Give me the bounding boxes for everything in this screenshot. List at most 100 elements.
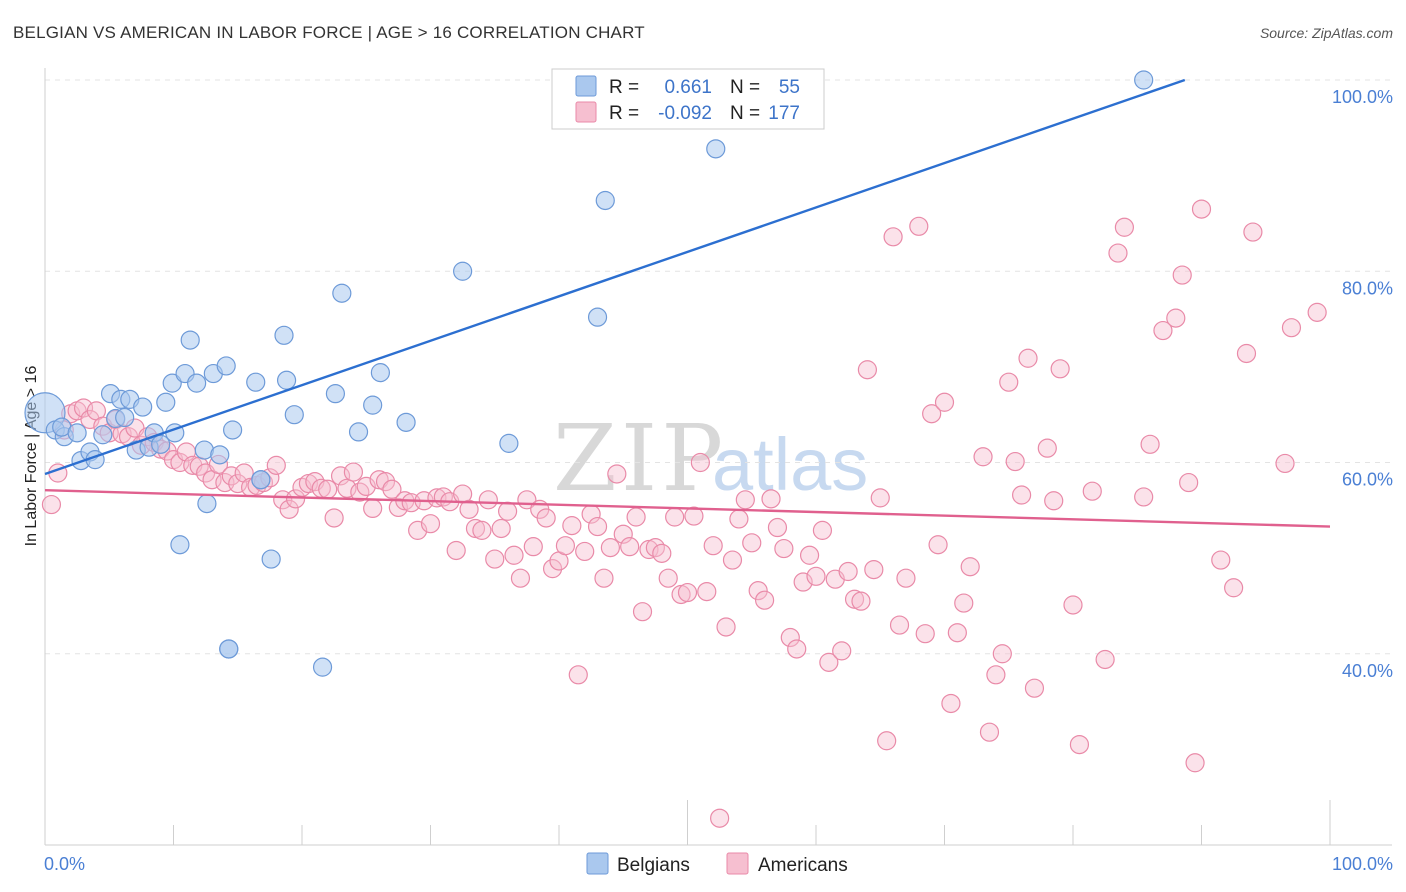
trend-lines: [44, 78, 1331, 528]
americans-point: [1069, 734, 1090, 755]
americans-trend-line: [44, 489, 1331, 528]
americans-point: [562, 516, 582, 536]
americans-point: [915, 624, 935, 644]
americans-point: [909, 216, 929, 236]
belgians-point: [274, 325, 294, 345]
belgians-point: [595, 190, 615, 211]
americans-point: [877, 731, 897, 751]
americans-point: [1211, 550, 1231, 570]
americans-point: [999, 372, 1019, 392]
americans-point: [787, 639, 807, 659]
americans-point: [690, 452, 710, 473]
belgians-point: [499, 433, 519, 453]
americans-point: [382, 479, 402, 499]
americans-point: [1307, 302, 1327, 322]
americans-point: [1134, 487, 1154, 507]
americans-point: [941, 693, 961, 714]
americans-point: [767, 517, 788, 538]
americans-point: [979, 722, 1000, 742]
grid-lines: [45, 79, 1392, 655]
americans-point: [343, 462, 363, 482]
americans-point: [285, 489, 306, 509]
belgians-point: [170, 535, 190, 555]
belgians-n-label: N =: [730, 77, 760, 98]
y-axis-label: In Labor Force | Age > 16: [23, 366, 40, 547]
axes: [44, 68, 1392, 846]
americans-point: [485, 549, 505, 569]
americans-point: [947, 623, 967, 643]
americans-point: [1095, 649, 1115, 670]
americans-point: [375, 472, 396, 492]
americans-point: [613, 524, 633, 544]
belgians-point: [133, 397, 153, 417]
belgians-point: [156, 392, 176, 412]
americans-n-label: N =: [730, 103, 760, 124]
belgians-point: [67, 423, 87, 443]
americans-point: [266, 455, 286, 475]
americans-point: [960, 557, 980, 577]
americans-point: [1153, 320, 1173, 341]
americans-point: [710, 808, 730, 828]
belgians-point: [312, 657, 333, 677]
americans-point: [1018, 348, 1038, 368]
americans-point: [1224, 578, 1244, 598]
americans-point: [1166, 308, 1186, 328]
belgians-trend-line: [44, 78, 1186, 476]
belgians-point: [187, 373, 207, 393]
americans-point: [510, 568, 531, 588]
americans-point: [883, 227, 903, 247]
americans-point: [973, 447, 993, 467]
chart-title: BELGIAN VS AMERICAN IN LABOR FORCE | AGE…: [13, 23, 645, 42]
americans-point: [819, 652, 839, 672]
americans-point: [1275, 453, 1295, 474]
americans-point: [536, 508, 556, 528]
americans-point: [504, 545, 524, 565]
americans-point: [498, 501, 518, 521]
americans-point: [729, 509, 749, 529]
americans-point: [1243, 222, 1263, 242]
belgians-point: [370, 363, 390, 383]
americans-point: [1082, 481, 1102, 501]
belgians-point: [197, 494, 217, 514]
belgians-point: [115, 407, 135, 428]
americans-point: [722, 550, 743, 570]
americans-point: [1140, 434, 1160, 454]
belgians-point: [453, 261, 473, 281]
americans-point: [1191, 199, 1212, 219]
americans-point: [677, 582, 698, 603]
americans-point: [986, 665, 1006, 685]
americans-point: [234, 463, 254, 483]
americans-point: [1011, 485, 1032, 505]
americans-point: [472, 520, 492, 540]
belgians-point: [246, 372, 266, 392]
americans-n-value: 177: [768, 103, 800, 124]
belgians-point: [216, 356, 236, 376]
americans-point: [594, 568, 614, 588]
americans-point: [607, 464, 627, 484]
belgians-r-label: R =: [609, 77, 639, 98]
americans-point: [851, 591, 871, 611]
americans-r-value: -0.092: [658, 103, 712, 124]
americans-point: [1044, 491, 1064, 511]
belgians-n-value: 55: [779, 77, 800, 98]
y-tick-label-100: 100.0%: [1332, 87, 1393, 107]
americans-point: [774, 538, 794, 559]
americans-point: [864, 559, 884, 580]
americans-point: [684, 506, 704, 526]
belgians-point: [325, 384, 346, 404]
americans-point: [459, 499, 479, 519]
belgians-point: [162, 373, 182, 393]
belgians-series: [24, 70, 1154, 677]
belgians-point: [210, 445, 230, 465]
americans-point: [330, 466, 351, 486]
y-tick-label-40: 40.0%: [1342, 661, 1393, 681]
americans-point: [1172, 265, 1192, 285]
americans-point: [838, 561, 858, 582]
americans-point: [318, 479, 338, 499]
americans-point: [1185, 753, 1205, 773]
belgians-point: [1134, 70, 1154, 90]
americans-point: [832, 641, 852, 661]
americans-point: [446, 540, 466, 561]
americans-series: [41, 199, 1327, 828]
americans-point: [523, 537, 543, 557]
